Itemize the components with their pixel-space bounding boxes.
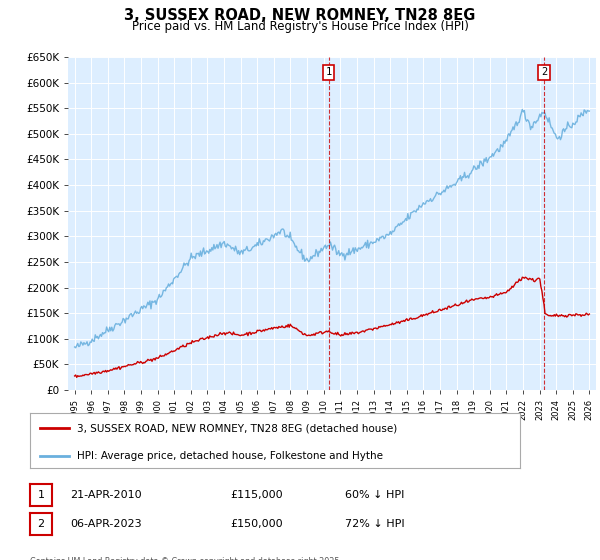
Text: 06-APR-2023: 06-APR-2023 xyxy=(70,519,142,529)
Text: Contains HM Land Registry data © Crown copyright and database right 2025.
This d: Contains HM Land Registry data © Crown c… xyxy=(30,557,342,560)
Text: 21-APR-2010: 21-APR-2010 xyxy=(70,490,142,500)
Text: 3, SUSSEX ROAD, NEW ROMNEY, TN28 8EG: 3, SUSSEX ROAD, NEW ROMNEY, TN28 8EG xyxy=(124,8,476,24)
Text: 2: 2 xyxy=(541,67,547,77)
Text: 1: 1 xyxy=(326,67,332,77)
Text: 3, SUSSEX ROAD, NEW ROMNEY, TN28 8EG (detached house): 3, SUSSEX ROAD, NEW ROMNEY, TN28 8EG (de… xyxy=(77,423,397,433)
Text: Price paid vs. HM Land Registry's House Price Index (HPI): Price paid vs. HM Land Registry's House … xyxy=(131,20,469,32)
Text: £115,000: £115,000 xyxy=(230,490,283,500)
Text: 2: 2 xyxy=(37,519,44,529)
Text: 60% ↓ HPI: 60% ↓ HPI xyxy=(345,490,404,500)
Text: HPI: Average price, detached house, Folkestone and Hythe: HPI: Average price, detached house, Folk… xyxy=(77,451,383,461)
Text: 72% ↓ HPI: 72% ↓ HPI xyxy=(345,519,404,529)
Text: £150,000: £150,000 xyxy=(230,519,283,529)
Text: 1: 1 xyxy=(37,490,44,500)
